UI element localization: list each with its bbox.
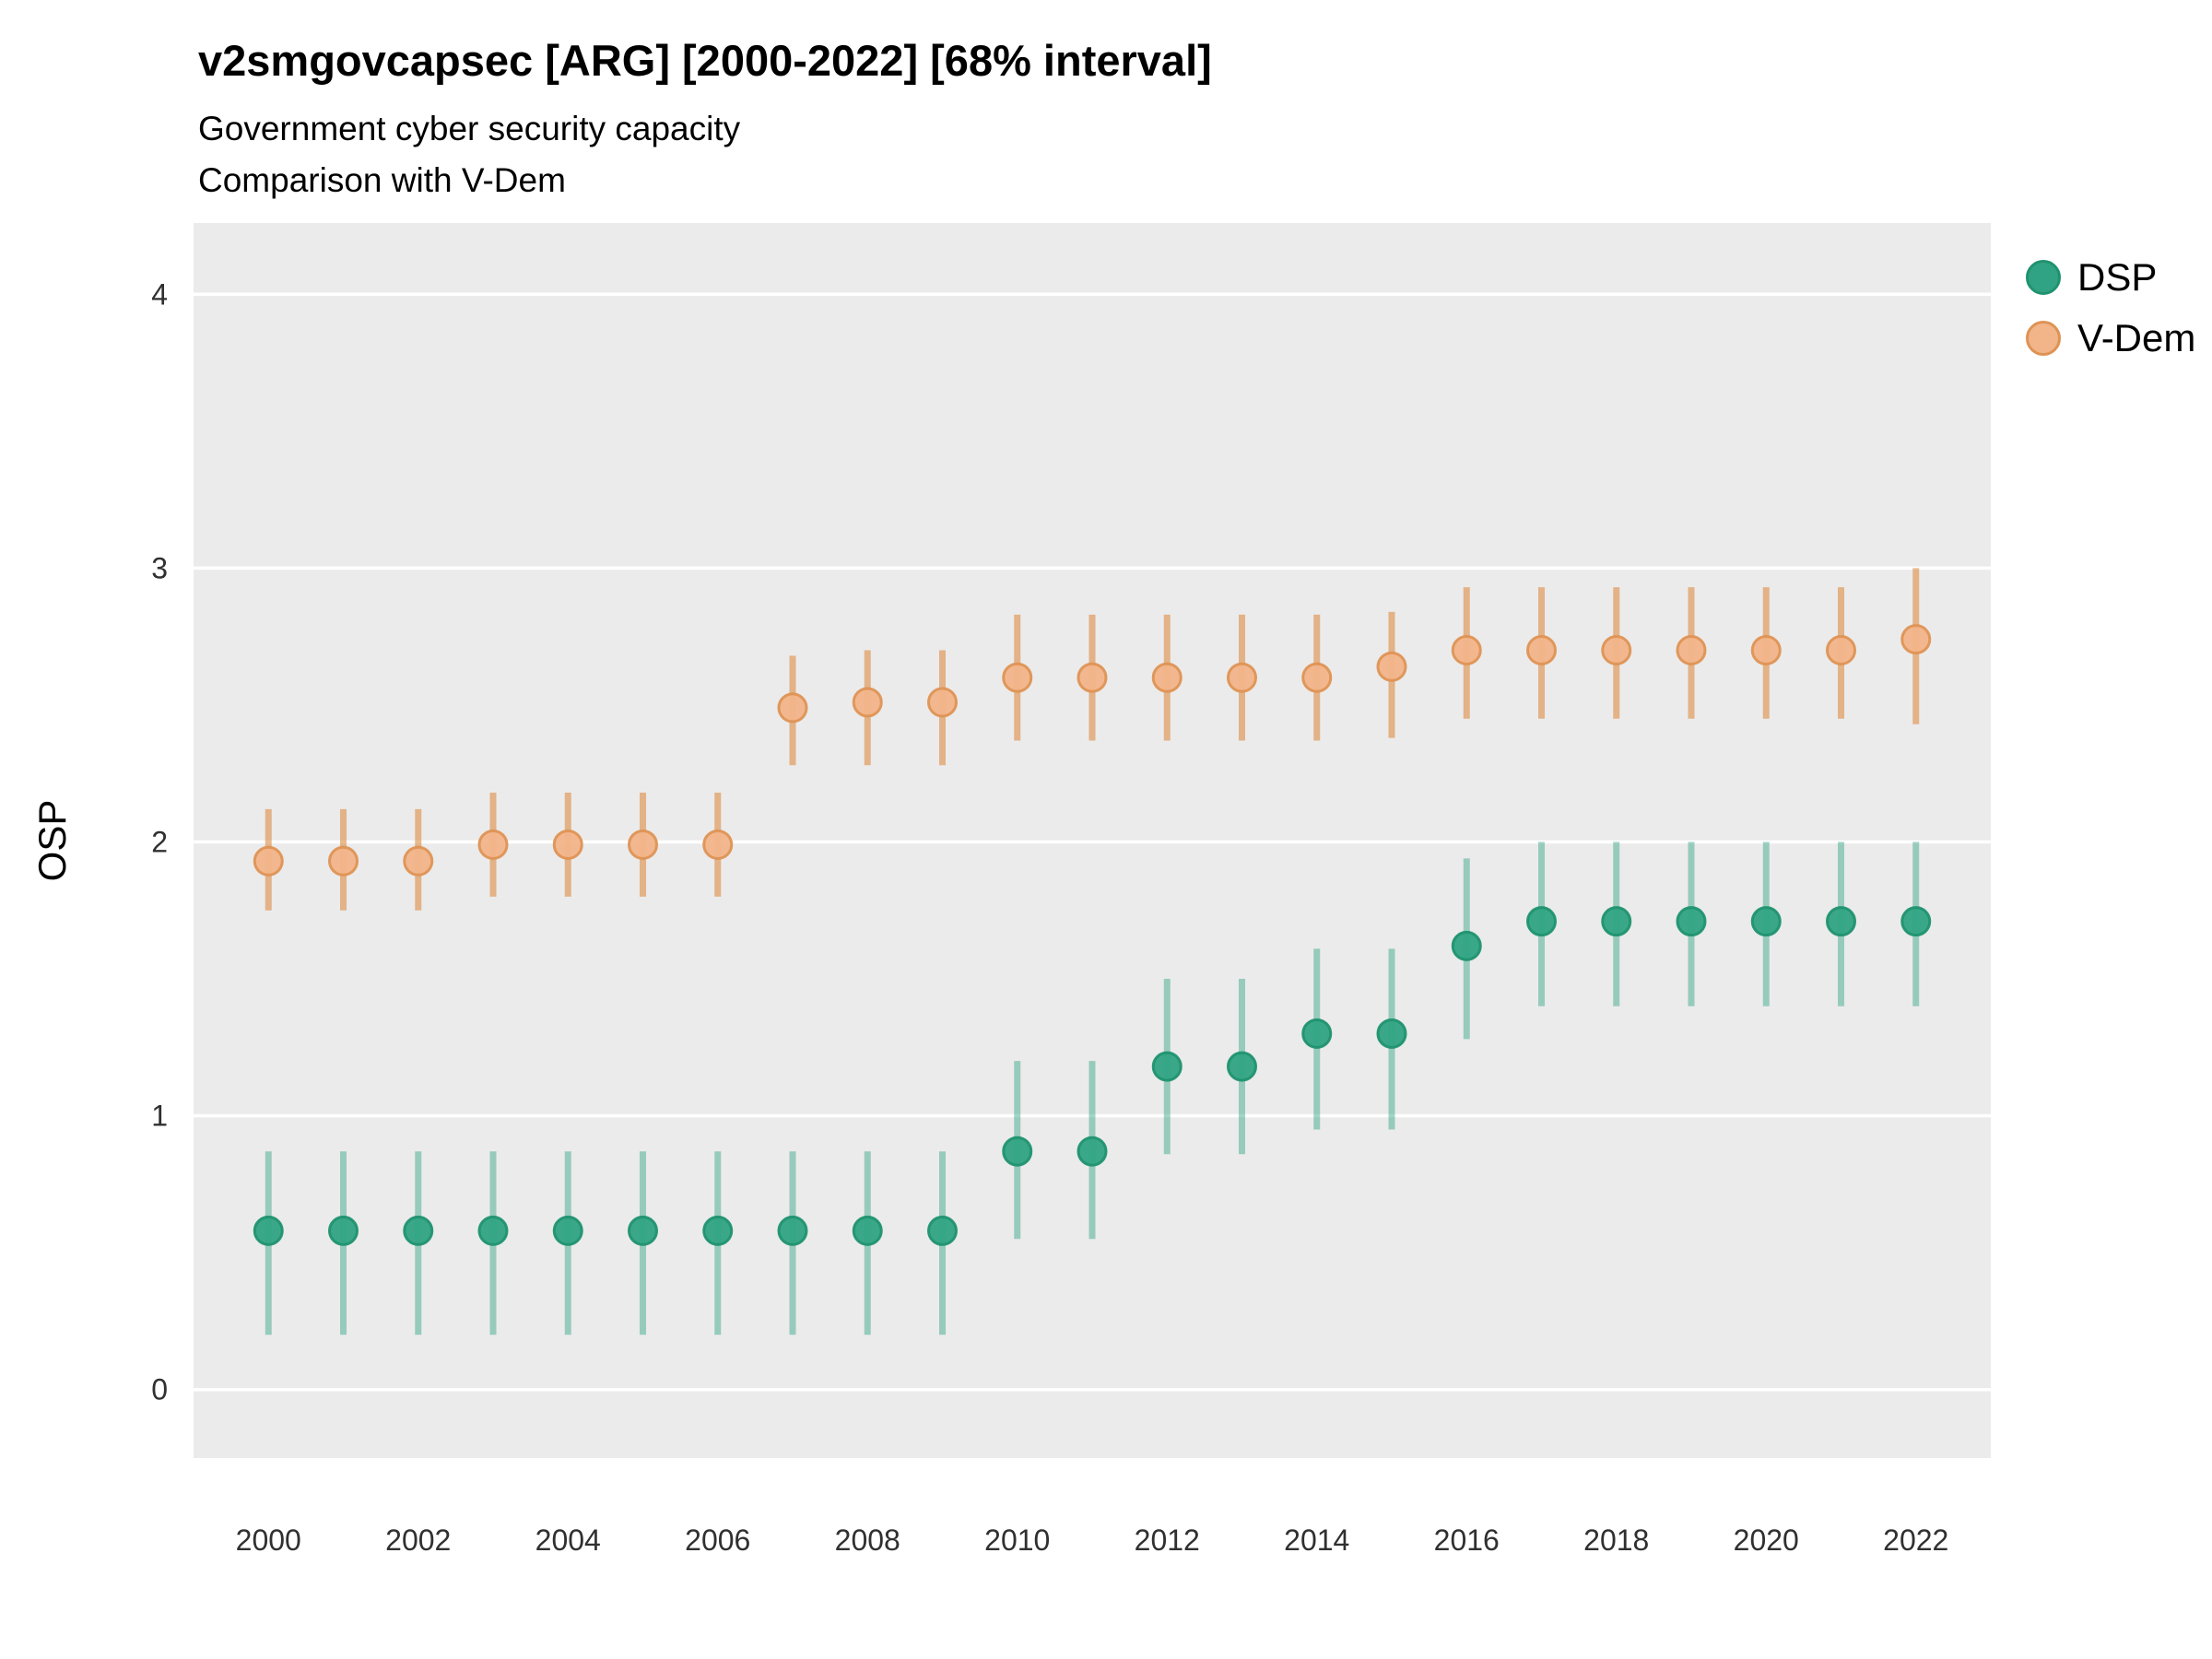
legend-label-dsp: DSP [2077,255,2158,299]
svg-text:0: 0 [151,1373,168,1406]
svg-text:2016: 2016 [1434,1524,1500,1557]
svg-text:2022: 2022 [1883,1524,1948,1557]
chart-title: v2smgovcapsec [ARG] [2000-2022] [68% int… [198,36,1212,85]
svg-text:2018: 2018 [1583,1524,1649,1557]
dsp-legend-swatch-icon [2026,260,2061,295]
svg-text:2008: 2008 [835,1524,900,1557]
legend: DSP V-Dem [2026,247,2195,369]
svg-text:2014: 2014 [1284,1524,1349,1557]
svg-text:2012: 2012 [1135,1524,1200,1557]
svg-text:2010: 2010 [984,1524,1050,1557]
svg-text:4: 4 [151,277,168,311]
svg-text:2: 2 [151,825,168,858]
svg-text:2020: 2020 [1734,1524,1799,1557]
legend-item-vdem: V-Dem [2026,308,2195,369]
svg-text:2000: 2000 [236,1524,301,1557]
legend-item-dsp: DSP [2026,247,2195,308]
chart-subtitle-line2: Comparison with V-Dem [198,160,566,199]
y-axis-title: OSP [30,799,74,882]
svg-text:2006: 2006 [685,1524,750,1557]
chart-subtitle-line1: Government cyber security capacity [198,110,741,147]
svg-text:2004: 2004 [535,1524,601,1557]
vdem-legend-swatch-icon [2026,321,2061,356]
svg-text:3: 3 [151,551,168,584]
legend-label-vdem: V-Dem [2077,316,2196,359]
chart-subtitle-block: Government cyber security capacity Compa… [198,103,740,206]
svg-text:1: 1 [151,1100,168,1133]
svg-text:2002: 2002 [385,1524,451,1557]
